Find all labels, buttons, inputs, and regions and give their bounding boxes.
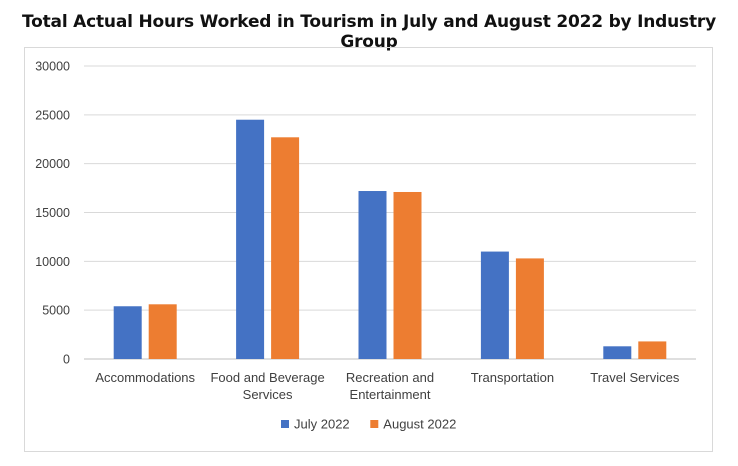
category-label: Travel Services — [590, 370, 680, 385]
bar-august — [148, 304, 177, 359]
bar-august — [271, 137, 300, 359]
category-label: Services — [243, 387, 293, 402]
legend-label: August 2022 — [383, 417, 456, 432]
bar-july — [113, 306, 142, 359]
y-tick-label: 0 — [63, 353, 70, 367]
y-tick-label: 20000 — [35, 157, 70, 171]
bar-july — [358, 191, 387, 359]
bar-july — [603, 346, 632, 359]
y-tick-label: 25000 — [35, 108, 70, 122]
category-label: Transportation — [471, 370, 554, 385]
y-tick-label: 15000 — [35, 206, 70, 220]
y-tick-label: 5000 — [42, 304, 70, 318]
category-label: Entertainment — [350, 387, 431, 402]
y-tick-label: 10000 — [35, 255, 70, 269]
bar-august — [638, 341, 667, 359]
bar-july — [480, 251, 509, 359]
y-tick-label: 30000 — [35, 60, 70, 74]
category-label: Accommodations — [95, 370, 195, 385]
bar-july — [236, 119, 265, 359]
legend-swatch — [281, 420, 289, 428]
category-label: Food and Beverage — [210, 370, 324, 385]
chart-frame — [24, 47, 713, 452]
bar-august — [515, 258, 544, 359]
category-label: Recreation and — [346, 370, 434, 385]
bar-august — [393, 191, 422, 359]
legend-label: July 2022 — [294, 417, 350, 432]
legend-swatch — [370, 420, 379, 428]
